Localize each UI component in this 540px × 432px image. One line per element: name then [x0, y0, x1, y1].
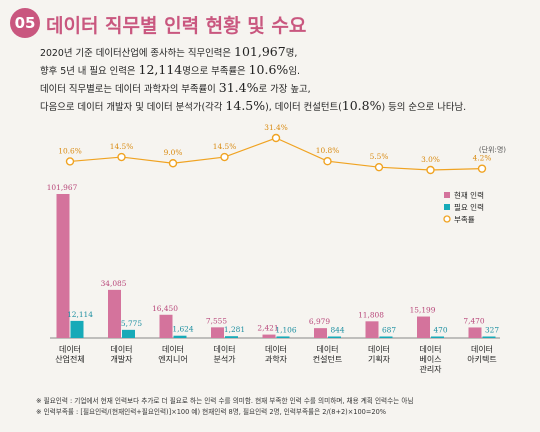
footnote-2: ※ 인력부족률 : [필요인력/(현재인력+필요인력)]×100 예) 현재인력… [36, 408, 387, 416]
legend-label: 현재 인력 [454, 190, 484, 200]
shortage-rate-point [323, 157, 332, 166]
required-workforce-value-label: 327 [485, 326, 499, 335]
shortage-rate-point [477, 164, 487, 173]
category-label: 컨설턴트 [313, 354, 342, 364]
category-label: 데이터 [419, 344, 441, 354]
current-workforce-value-label: 34,085 [101, 279, 127, 288]
summary-line-3: 데이터 직무별로는 데이터 과학자의 부족률이 31.4%로 가장 높고, [40, 80, 311, 95]
section-number-badge: 05 [10, 8, 40, 38]
shortage-rate-label: 14.5% [110, 142, 133, 151]
category-label: 베이스 [419, 354, 441, 364]
required-workforce-value-label: 470 [433, 326, 447, 335]
required-workforce-bar [482, 336, 496, 338]
required-workforce-bar [328, 336, 341, 338]
required-workforce-bar [122, 329, 135, 338]
current-workforce-bar [211, 327, 224, 338]
summary-line-1: 2020년 기준 데이터산업에 종사하는 직무인력은 101,967명, [40, 44, 298, 59]
footnotes: ※ 필요인력 : 기업에서 현재 인력보다 추가로 더 필요로 하는 인력 수를… [36, 396, 536, 418]
shortage-rate-point [117, 152, 126, 162]
category-label: 기획자 [368, 354, 391, 364]
summary-line-4: 다음으로 데이터 개발자 및 데이터 분석가(각각 14.5%), 데이터 컨설… [40, 98, 467, 113]
legend-swatch-required [444, 204, 450, 210]
shortage-rate-point [426, 165, 435, 175]
shortage-rate-label: 3.0% [421, 155, 440, 164]
category-label: 데이터 [162, 344, 184, 354]
unit-label: (단위:명) [479, 145, 506, 154]
current-workforce-bar [417, 316, 430, 338]
shortage-rate-point [374, 162, 384, 172]
shortage-rate-point [168, 159, 178, 168]
shortage-rate-label: 4.2% [473, 154, 492, 163]
current-workforce-value-label: 16,450 [152, 304, 178, 313]
current-workforce-bar [159, 314, 173, 338]
current-workforce-bar [108, 289, 121, 338]
required-workforce-value-label: 12,114 [67, 310, 93, 319]
shortage-rate-label: 10.8% [316, 146, 339, 155]
legend-swatch-current [444, 192, 450, 198]
category-label: 과학자 [265, 354, 288, 364]
required-workforce-value-label: 5,775 [121, 319, 142, 328]
required-workforce-bar [173, 335, 187, 338]
current-workforce-value-label: 2,421 [257, 324, 278, 333]
required-workforce-value-label: 1,624 [172, 325, 193, 334]
category-label: 분석가 [213, 354, 236, 364]
legend-marker-shortage [443, 215, 451, 223]
current-workforce-bar [365, 321, 379, 338]
required-workforce-value-label: 844 [330, 326, 344, 335]
footnote-1: ※ 필요인력 : 기업에서 현재 인력보다 추가로 더 필요로 하는 인력 수를… [36, 397, 414, 405]
current-workforce-value-label: 6,979 [309, 317, 330, 326]
category-label: 관리자 [419, 364, 442, 374]
current-workforce-value-label: 101,967 [47, 183, 78, 192]
current-workforce-value-label: 7,470 [463, 316, 484, 325]
category-label: 엔지니어 [158, 354, 187, 364]
shortage-rate-label: 31.4% [264, 123, 287, 132]
current-workforce-value-label: 15,199 [410, 306, 436, 315]
current-workforce-bar [468, 327, 482, 338]
required-workforce-bar [225, 336, 238, 338]
required-workforce-bar [70, 320, 84, 338]
current-workforce-bar [56, 194, 70, 338]
category-label: 데이터 [110, 344, 132, 354]
current-workforce-value-label: 11,808 [358, 310, 384, 319]
required-workforce-value-label: 1,281 [224, 325, 245, 334]
legend-label: 필요 인력 [454, 202, 484, 212]
current-workforce-bar [262, 334, 276, 338]
required-workforce-bar [276, 336, 290, 338]
shortage-rate-point [271, 133, 281, 143]
category-label: 산업전체 [55, 354, 84, 364]
required-workforce-bar [379, 336, 393, 338]
shortage-rate-point [220, 152, 229, 162]
category-label: 개발자 [110, 354, 133, 364]
category-label: 데이터 [316, 344, 338, 354]
summary-text: 2020년 기준 데이터산업에 종사하는 직무인력은 101,967명, 향후 … [40, 44, 530, 116]
shortage-rate-point [65, 157, 75, 166]
shortage-rate-label: 9.0% [164, 148, 183, 157]
legend-label: 부족률 [454, 215, 475, 224]
required-workforce-bar [431, 336, 444, 338]
category-label: 데이터 [213, 344, 235, 354]
category-label: 아키텍트 [467, 354, 496, 364]
header: 05 데이터 직무별 인력 현황 및 수요 [10, 8, 530, 42]
summary-line-2: 향후 5년 내 필요 인력은 12,114명으로 부족률은 10.6%임. [40, 62, 300, 77]
required-workforce-value-label: 687 [382, 326, 396, 335]
current-workforce-bar [314, 328, 327, 338]
category-label: 데이터 [368, 344, 390, 354]
category-label: 데이터 [265, 344, 287, 354]
shortage-rate-label: 10.6% [58, 146, 81, 155]
category-label: 데이터 [59, 344, 81, 354]
required-workforce-value-label: 1,106 [275, 325, 296, 334]
page-title: 데이터 직무별 인력 현황 및 수요 [46, 15, 307, 37]
shortage-rate-label: 14.5% [213, 142, 236, 151]
category-label: 데이터 [471, 344, 493, 354]
current-workforce-value-label: 7,555 [206, 316, 227, 325]
shortage-rate-label: 5.5% [370, 152, 389, 161]
